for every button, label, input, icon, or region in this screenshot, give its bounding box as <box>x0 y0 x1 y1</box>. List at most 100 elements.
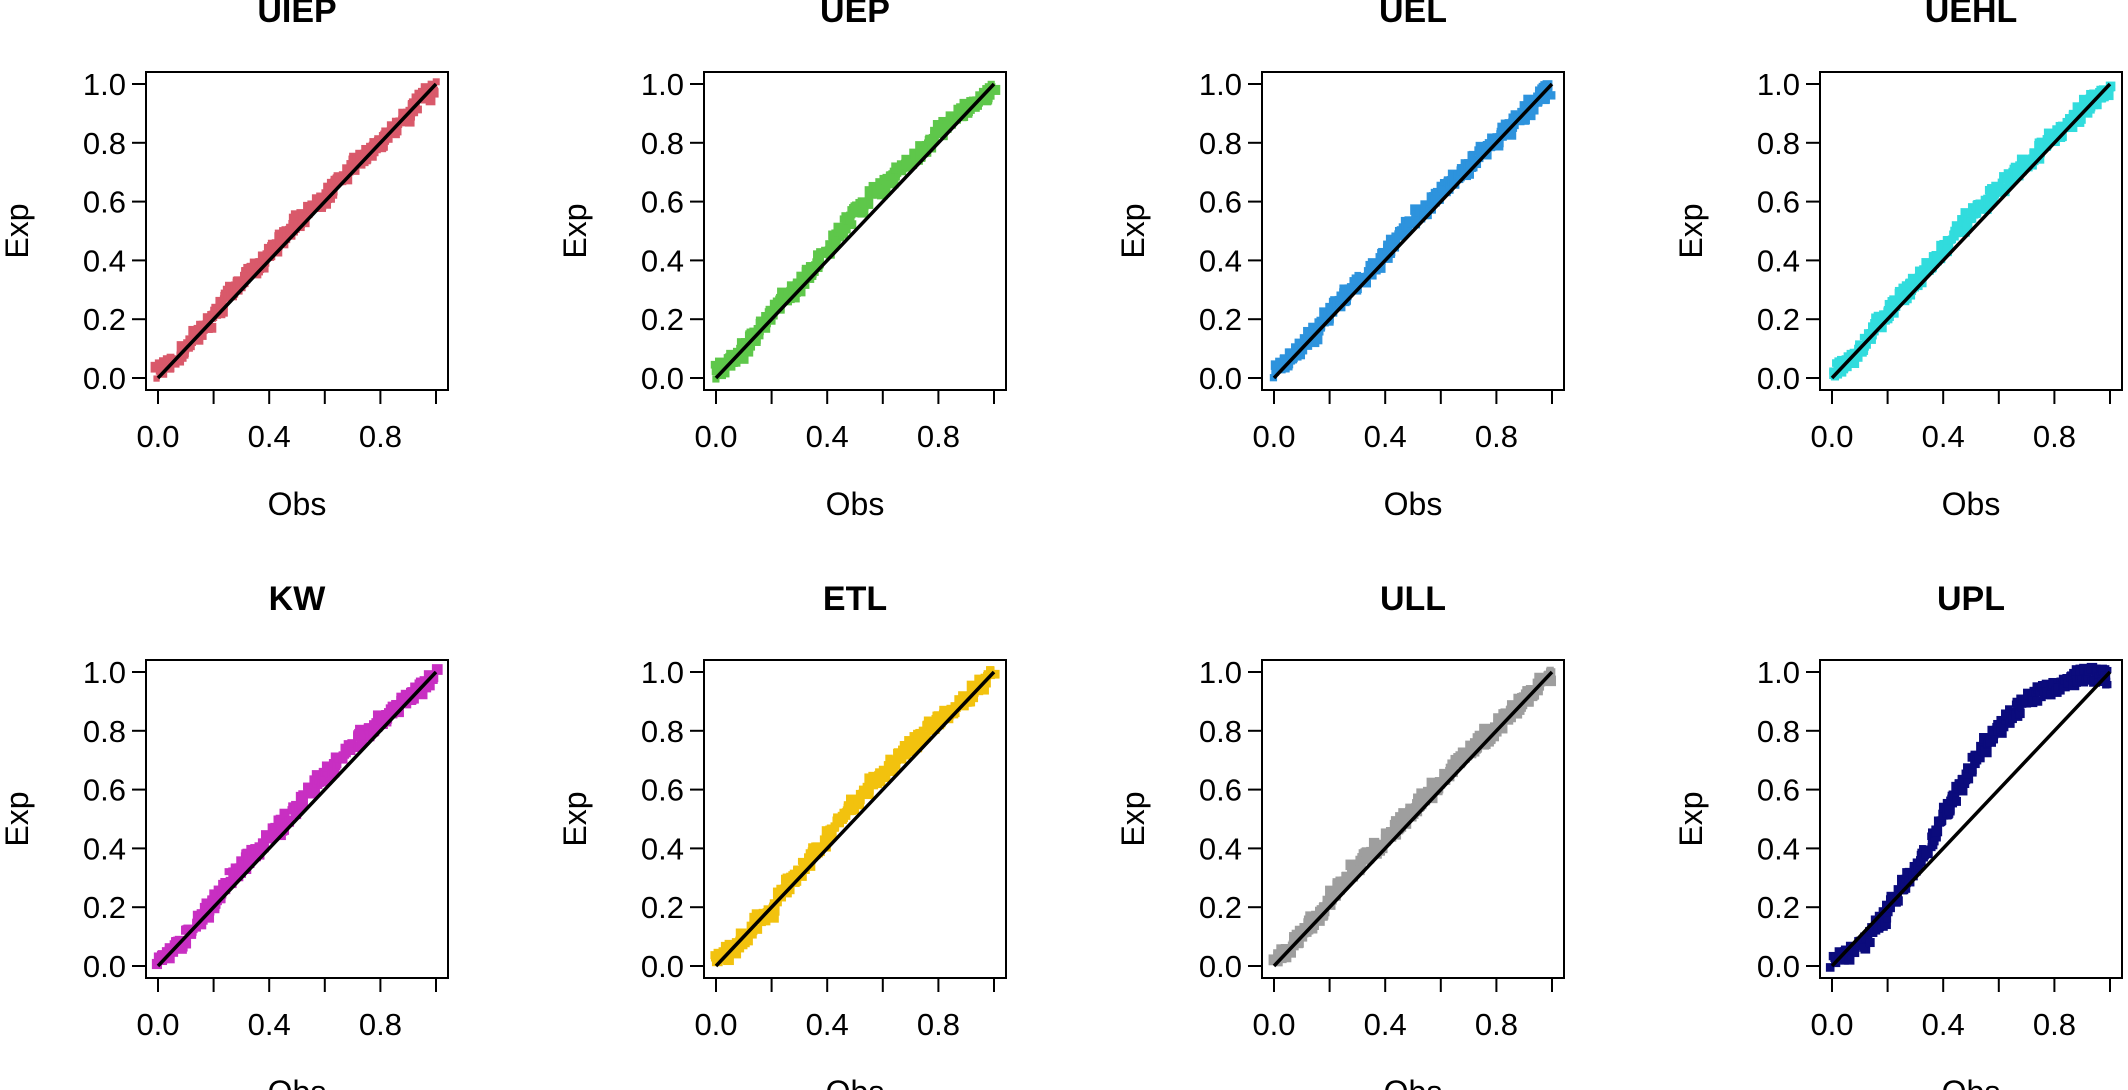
x-tick-label: 0.4 <box>248 1007 291 1042</box>
reference-line <box>1272 670 1554 968</box>
y-tick-label: 0.8 <box>641 126 684 161</box>
data-point <box>286 818 295 827</box>
data-point <box>2089 676 2098 685</box>
data-point <box>159 357 167 365</box>
y-tick-label: 0.4 <box>1757 243 1800 278</box>
data-point <box>257 838 265 845</box>
data-point <box>1921 258 1933 269</box>
y-axis-label: Exp <box>1115 203 1151 258</box>
data-point <box>299 217 308 226</box>
data-point <box>185 335 197 347</box>
reference-line <box>156 82 438 380</box>
data-point <box>239 281 247 289</box>
panel-uel: UEL 0.0 0.2 0.4 0.6 0.8 1.0 0.0 0.4 0.8 Obs Exp <box>1115 0 1565 522</box>
data-point <box>1961 769 1971 779</box>
data-point <box>361 144 370 154</box>
data-point <box>726 349 735 358</box>
data-point <box>2005 718 2015 728</box>
y-tick-label: 0.6 <box>1757 185 1800 220</box>
data-point <box>1305 911 1315 921</box>
data-point <box>1427 778 1437 788</box>
data-point <box>410 682 419 692</box>
data-point <box>332 767 339 774</box>
data-point <box>965 111 973 118</box>
data-point <box>2104 681 2112 689</box>
data-point <box>1311 333 1323 345</box>
data-point <box>230 863 238 871</box>
data-point <box>1957 775 1967 784</box>
data-point <box>215 296 226 308</box>
data-point <box>372 142 379 149</box>
data-point <box>789 869 801 881</box>
data-point <box>372 729 380 737</box>
data-point <box>921 146 932 157</box>
data-point <box>1944 805 1955 816</box>
data-point <box>921 732 931 743</box>
data-point <box>740 338 751 349</box>
data-point <box>392 701 402 711</box>
y-tick-label: 0.2 <box>641 302 684 337</box>
data-point <box>726 948 735 958</box>
data-point <box>1991 181 2002 193</box>
y-tick-label: 1.0 <box>1199 67 1242 102</box>
y-tick-label: 0.0 <box>1757 949 1800 984</box>
data-point <box>1430 194 1439 203</box>
data-point <box>1322 900 1331 909</box>
data-point <box>935 713 946 724</box>
data-point <box>729 356 741 367</box>
y-tick-label: 1.0 <box>83 67 126 102</box>
data-point <box>2028 154 2039 166</box>
data-point <box>1975 202 1987 214</box>
data-point <box>832 825 839 832</box>
data-point <box>1525 685 1534 693</box>
data-point <box>1441 186 1451 197</box>
data-point <box>1943 236 1953 245</box>
data-point <box>1859 943 1868 952</box>
data-point <box>938 720 946 728</box>
data-point <box>1396 821 1407 832</box>
data-point <box>363 724 370 731</box>
data-point <box>1946 812 1953 820</box>
data-point <box>1427 201 1435 208</box>
data-point <box>1963 777 1971 785</box>
data-point <box>357 737 368 748</box>
x-tick-label: 0.4 <box>1922 419 1965 454</box>
data-point <box>1852 950 1860 958</box>
data-point <box>431 664 443 675</box>
data-point <box>1980 746 1992 758</box>
data-point <box>1385 830 1397 842</box>
x-tick-label: 0.4 <box>1364 419 1407 454</box>
data-point <box>2032 696 2043 706</box>
y-tick-label: 0.0 <box>1199 949 1242 984</box>
data-point <box>297 792 307 802</box>
x-tick-label: 0.0 <box>1252 419 1295 454</box>
data-point <box>1519 101 1530 111</box>
data-point <box>985 90 995 100</box>
data-point <box>347 739 356 748</box>
data-point <box>1327 307 1338 317</box>
data-point <box>918 726 926 734</box>
data-point <box>237 858 247 868</box>
y-tick-label: 0.8 <box>1199 126 1242 161</box>
data-point <box>1390 816 1401 827</box>
data-point <box>1275 949 1283 957</box>
y-tick-label: 0.8 <box>83 126 126 161</box>
panel-title: UIEP <box>257 0 336 30</box>
data-point <box>1468 150 1476 158</box>
plot-frame <box>1261 71 1565 391</box>
y-axis-label: Exp <box>1673 791 1709 846</box>
y-tick-label: 0.6 <box>1199 773 1242 808</box>
plot-frame <box>145 659 449 979</box>
panel-title: UEL <box>1379 0 1447 30</box>
data-point <box>225 281 233 290</box>
y-tick-label: 0.8 <box>1757 126 1800 161</box>
data-point <box>1954 227 1964 237</box>
data-point <box>891 173 899 181</box>
data-point <box>217 889 227 899</box>
data-point <box>335 762 342 769</box>
data-point <box>241 864 252 875</box>
data-point <box>290 210 302 221</box>
data-point <box>2056 127 2063 135</box>
data-point <box>925 134 937 146</box>
data-point <box>368 731 375 738</box>
